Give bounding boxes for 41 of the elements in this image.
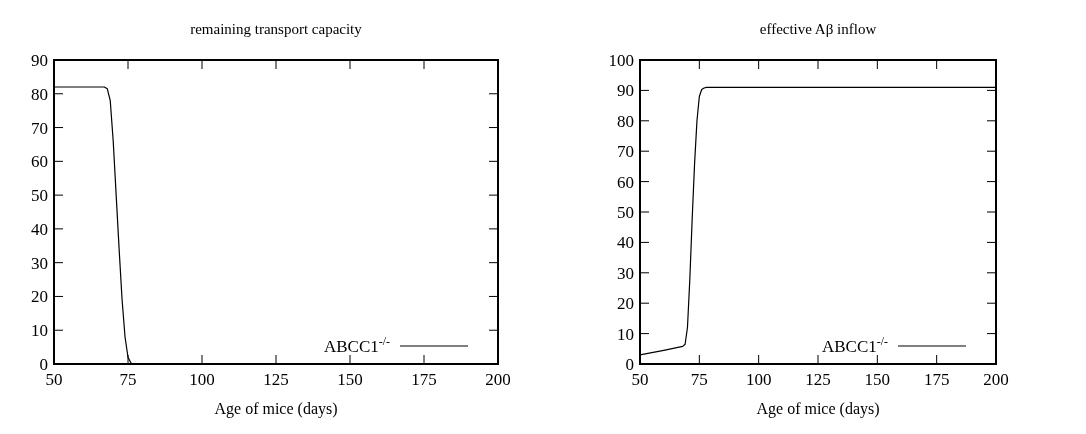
y-tick-label: 80 bbox=[31, 84, 48, 104]
y-tick-label: 90 bbox=[31, 50, 48, 70]
y-tick-label: 10 bbox=[617, 324, 634, 344]
y-tick-label: 60 bbox=[31, 152, 48, 172]
y-tick-label: 10 bbox=[31, 321, 48, 341]
x-tick-label: 75 bbox=[119, 370, 137, 389]
x-tick-label: 50 bbox=[631, 370, 649, 389]
x-tick-label: 125 bbox=[263, 370, 289, 389]
y-tick-label: 30 bbox=[31, 253, 48, 273]
x-tick-label: 50 bbox=[45, 370, 63, 389]
x-tick-label: 150 bbox=[337, 370, 363, 389]
y-tick-label: 60 bbox=[617, 172, 634, 192]
x-tick-label: 125 bbox=[805, 370, 831, 389]
y-tick-label: 100 bbox=[608, 50, 634, 70]
y-tick-label: 30 bbox=[617, 263, 634, 283]
y-tick-label: 70 bbox=[617, 142, 634, 162]
y-tick-label: 40 bbox=[617, 233, 634, 253]
y-tick-label: 20 bbox=[617, 294, 634, 314]
y-tick-label: 80 bbox=[617, 111, 634, 131]
y-tick-label: 50 bbox=[31, 186, 48, 206]
x-tick-label: 200 bbox=[983, 370, 1009, 389]
legend-label: ABCC1$^{-/-}$ bbox=[821, 333, 889, 356]
y-tick-label: 0 bbox=[625, 354, 634, 374]
y-tick-label: 20 bbox=[31, 287, 48, 307]
chart-title: effective Aβ inflow bbox=[759, 21, 877, 37]
x-tick-label: 175 bbox=[411, 370, 437, 389]
x-tick-label: 100 bbox=[745, 370, 772, 389]
x-tick-label: 150 bbox=[864, 370, 891, 389]
x-axis-title: Age of mice (days) bbox=[756, 400, 880, 418]
y-tick-label: 70 bbox=[31, 118, 48, 138]
y-tick-label: 90 bbox=[617, 81, 634, 101]
x-tick-label: 200 bbox=[485, 370, 511, 389]
y-tick-label: 50 bbox=[617, 202, 634, 222]
x-tick-label: 175 bbox=[923, 370, 950, 389]
y-tick-label: 0 bbox=[39, 354, 48, 374]
x-axis-title: Age of mice (days) bbox=[214, 400, 338, 418]
legend-label: ABCC1$^{-/-}$ bbox=[323, 333, 391, 356]
chart-title: remaining transport capacity bbox=[190, 21, 363, 37]
y-tick-label: 40 bbox=[31, 219, 48, 239]
x-tick-label: 100 bbox=[189, 370, 215, 389]
x-tick-label: 75 bbox=[690, 370, 708, 389]
